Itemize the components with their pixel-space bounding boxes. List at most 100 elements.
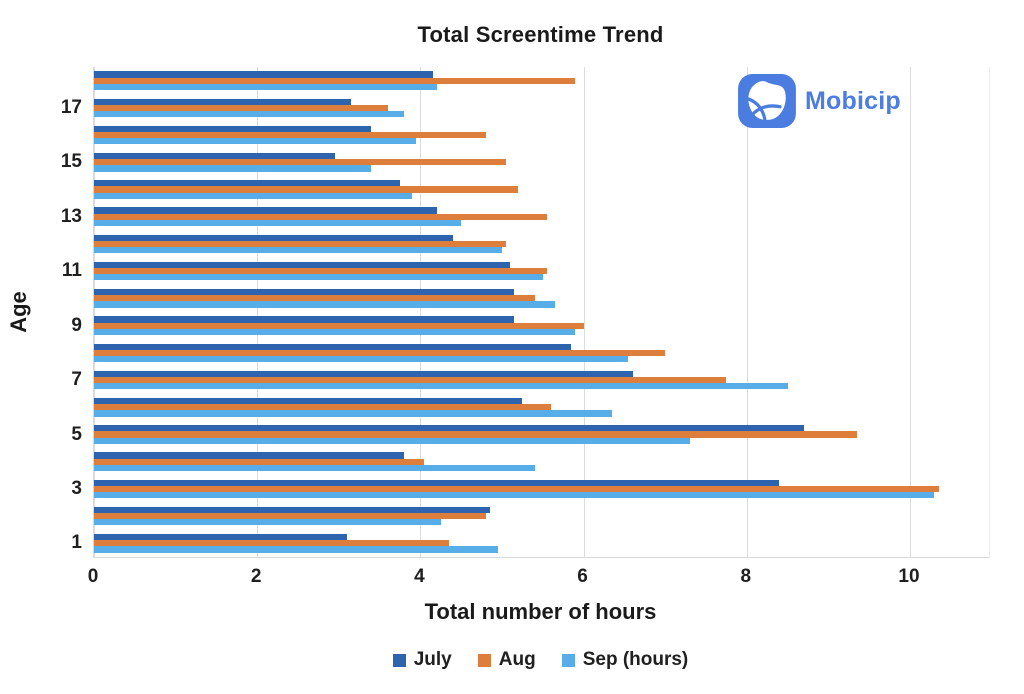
bar-aug-age-5 [94,431,857,438]
gridline-x-10 [910,67,911,557]
gridline-x-2 [257,67,259,557]
bar-aug-age-16 [94,131,486,139]
bar-aug-age-12 [94,240,507,248]
bar-july-age-12 [94,234,454,241]
y-tick-13: 13 [60,205,82,227]
bar-group-age-17 [94,94,989,121]
bar-sep-hours-age-7 [94,383,788,390]
bar-group-age-2 [94,503,989,530]
legend-item-aug: Aug [477,649,536,671]
bar-aug-age-4 [94,458,425,465]
bar-group-age-3 [94,475,989,502]
bar-july-age-18 [94,71,433,78]
bar-aug-age-13 [94,213,547,220]
bar-july-age-4 [94,452,405,459]
bar-sep-hours-age-16 [94,138,417,145]
bar-group-age-12 [94,230,989,257]
bar-aug-age-6 [94,404,551,411]
y-tick-1: 1 [71,532,82,554]
bar-aug-age-10 [94,295,535,302]
bar-aug-age-2 [94,513,486,520]
bar-group-age-14 [94,176,989,203]
y-tick-3: 3 [71,477,82,499]
bar-aug-age-15 [94,159,507,166]
bar-group-age-6 [94,394,989,421]
y-tick-15: 15 [60,151,82,173]
bar-sep-hours-age-15 [94,165,372,172]
bar-sep-hours-age-14 [94,192,413,199]
legend-label: Aug [498,649,536,670]
chart-title: Total Screentime Trend [417,22,664,47]
bar-sep-hours-age-6 [94,410,613,417]
bar-july-age-13 [94,207,437,214]
legend: July Aug Sep (hours) [93,649,988,671]
mobicip-logo: Mobicip [738,74,901,128]
mobicip-shield-icon [738,74,796,128]
bar-aug-age-11 [94,268,547,275]
legend-item-july: July [392,649,452,671]
bar-group-age-4 [94,448,989,475]
bar-group-age-5 [94,421,989,448]
x-tick-8: 8 [740,566,752,587]
x-tick-4: 4 [414,566,425,587]
bar-aug-age-17 [94,104,388,111]
bar-sep-hours-age-3 [94,492,935,499]
bar-july-age-17 [94,98,352,105]
legend-label: July [413,649,452,670]
bar-group-age-15 [94,149,989,176]
bar-july-age-8 [94,343,572,350]
x-tick-10: 10 [898,566,920,587]
bar-aug-age-3 [94,485,939,493]
bar-group-age-8 [94,339,989,366]
bar-july-age-6 [94,397,523,405]
bar-group-age-9 [94,312,989,339]
legend-swatch-icon [561,653,575,667]
y-axis-title: Age [6,291,31,333]
legend-swatch-icon [477,653,491,667]
bar-july-age-11 [94,261,511,269]
bar-july-age-7 [94,370,633,377]
bar-aug-age-7 [94,376,727,384]
bar-group-age-7 [94,366,989,393]
bar-aug-age-8 [94,349,666,356]
gridline-x-0 [94,67,95,557]
bar-sep-hours-age-13 [94,219,462,226]
bar-sep-hours-age-1 [94,546,498,553]
bar-sep-hours-age-2 [94,519,441,526]
bar-group-age-18 [94,67,989,94]
bar-july-age-14 [94,180,400,187]
y-tick-5: 5 [71,423,82,445]
bar-sep-hours-age-9 [94,328,576,335]
bar-group-age-13 [94,203,989,230]
bar-july-age-5 [94,425,804,432]
bar-group-age-11 [94,258,989,285]
mobicip-logo-text: Mobicip [805,86,901,115]
bar-sep-hours-age-17 [94,110,405,118]
bar-july-age-1 [94,534,347,541]
bar-july-age-16 [94,125,372,132]
bar-sep-hours-age-18 [94,83,437,90]
bar-july-age-2 [94,506,490,514]
gridline-x-4 [420,67,422,557]
bar-aug-age-9 [94,322,584,329]
bar-sep-hours-age-4 [94,464,535,471]
bar-july-age-10 [94,289,515,296]
bar-group-age-10 [94,285,989,312]
x-tick-0: 0 [87,566,99,587]
y-tick-9: 9 [71,314,82,336]
legend-label: Sep (hours) [582,649,689,670]
bar-group-age-16 [94,121,989,148]
bar-july-age-9 [94,316,515,323]
legend-item-sep-hours: Sep (hours) [561,649,689,671]
bar-aug-age-1 [94,540,449,547]
bar-sep-hours-age-11 [94,274,543,281]
bar-july-age-3 [94,479,780,486]
gridline-x-8 [746,67,748,557]
gridline-x-6 [583,67,585,557]
x-tick-2: 2 [250,566,262,587]
x-axis-title: Total number of hours [424,599,657,624]
bar-sep-hours-age-5 [94,437,690,444]
bar-sep-hours-age-8 [94,355,629,363]
bar-group-age-1 [94,530,989,557]
